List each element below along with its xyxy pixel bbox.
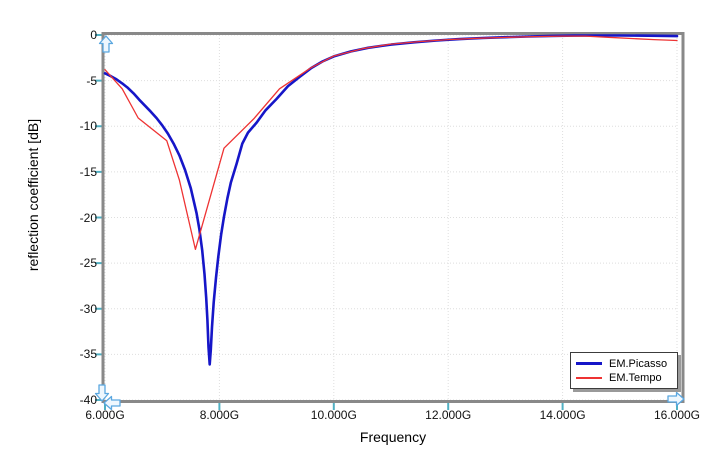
x-tick-label: 10.000G xyxy=(310,408,357,422)
y-tick-label: -20 xyxy=(79,210,97,225)
y-tick-label: -5 xyxy=(86,73,97,88)
x-axis-min-handle-icon[interactable] xyxy=(103,395,121,411)
x-tick-label: 16.000G xyxy=(653,408,701,422)
x-axis-max-handle-icon[interactable] xyxy=(667,391,685,407)
x-tick-label: 6.000G xyxy=(85,408,125,422)
y-tick-label: -25 xyxy=(79,256,97,271)
legend-label: EM.Tempo xyxy=(609,371,662,384)
legend-label: EM.Picasso xyxy=(609,357,668,370)
legend-item-em-picasso[interactable]: EM.Picasso xyxy=(576,357,672,370)
x-axis-title: Frequency xyxy=(359,429,427,445)
series-em-picasso-line[interactable] xyxy=(103,34,679,366)
y-axis-min-handle-icon[interactable] xyxy=(94,384,110,402)
em-tempo-line-swatch xyxy=(576,376,602,379)
y-tick-label: -30 xyxy=(79,301,97,316)
y-tick-label: -35 xyxy=(79,347,97,362)
y-tick-label: 0 xyxy=(90,28,97,42)
y-tick-label: -10 xyxy=(79,119,97,134)
y-axis-title: reflection coefficient [dB] xyxy=(25,118,41,272)
gridlines xyxy=(104,34,678,401)
plot-frame xyxy=(101,32,685,403)
axis-ticks xyxy=(95,34,678,410)
series-em-tempo-line[interactable] xyxy=(104,35,678,251)
axis-handles xyxy=(94,35,685,411)
legend[interactable]: EM.Picasso EM.Tempo xyxy=(570,352,678,389)
x-tick-label: 8.000G xyxy=(199,408,240,422)
data-traces xyxy=(103,34,679,366)
x-tick-label: 12.000G xyxy=(425,408,472,422)
x-tick-label: 14.000G xyxy=(539,408,586,422)
y-tick-label: -40 xyxy=(79,393,97,407)
legend-item-em-tempo[interactable]: EM.Tempo xyxy=(576,371,672,384)
y-axis-max-handle-icon[interactable] xyxy=(98,35,114,53)
em-picasso-line-swatch xyxy=(576,362,602,365)
y-tick-label: -15 xyxy=(79,164,97,179)
